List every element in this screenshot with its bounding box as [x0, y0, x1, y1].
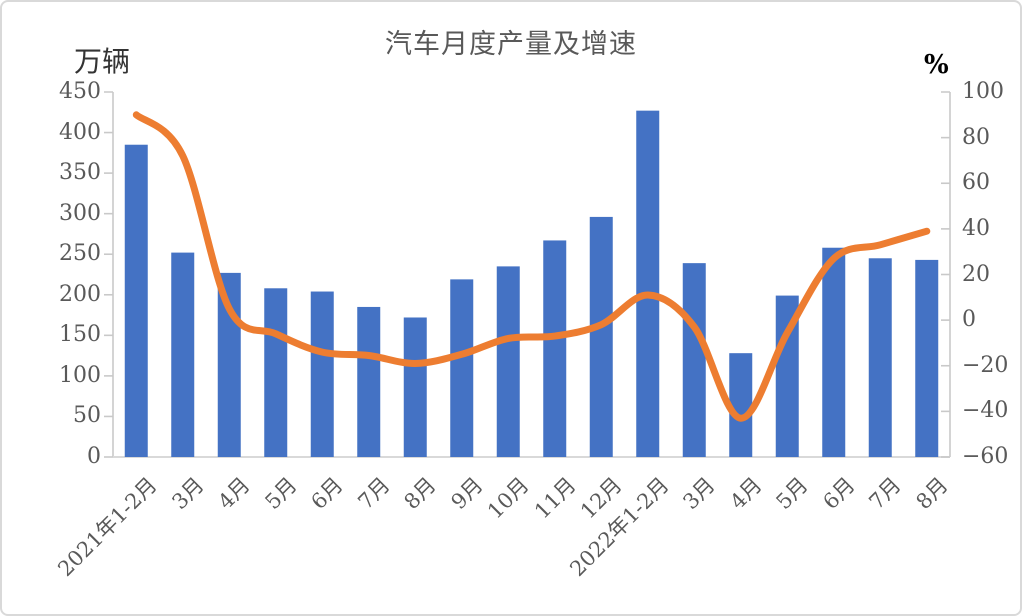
production-bar: [496, 266, 520, 457]
right-axis-tick-label: 20: [962, 261, 990, 287]
left-axis-unit-label: 万辆: [74, 45, 131, 78]
right-axis-tick-label: −20: [962, 352, 1009, 378]
production-bar: [171, 252, 195, 457]
production-bar: [682, 263, 706, 457]
right-axis-tick-label: −40: [962, 398, 1009, 424]
production-bar: [124, 144, 148, 457]
right-axis-tick-label: 100: [962, 79, 1004, 104]
production-bar: [822, 247, 846, 457]
right-axis-tick-label: 40: [962, 215, 990, 241]
left-axis-tick-label: 400: [59, 119, 101, 145]
right-axis-unit-label: %: [924, 50, 949, 80]
right-axis-tick-label: 60: [962, 170, 990, 196]
production-bar: [589, 216, 613, 457]
production-bar: [636, 110, 660, 458]
production-bar: [868, 258, 892, 457]
production-bar: [543, 240, 567, 457]
production-bar: [264, 288, 288, 457]
left-axis-tick-label: 450: [59, 79, 101, 104]
left-axis-tick-label: 300: [59, 200, 101, 226]
left-axis-tick-label: 50: [73, 403, 101, 429]
left-axis-tick-label: 250: [59, 241, 101, 267]
left-axis-tick-label: 150: [59, 322, 101, 348]
production-bar: [915, 259, 939, 457]
left-axis-tick-label: 350: [59, 160, 101, 186]
right-axis-tick-label: 0: [962, 307, 976, 333]
left-axis-tick-label: 200: [59, 281, 101, 307]
production-bar: [450, 279, 474, 457]
production-bar: [403, 317, 427, 457]
production-bar: [775, 295, 799, 457]
production-bar: [310, 291, 334, 457]
right-axis-tick-label: −60: [962, 444, 1009, 469]
growth-line: [132, 111, 931, 422]
production-bar: [729, 353, 753, 457]
production-bar: [357, 306, 381, 457]
left-axis-tick-label: 100: [59, 362, 101, 388]
left-axis-tick-label: 0: [87, 444, 101, 469]
right-axis-tick-label: 80: [962, 124, 990, 150]
